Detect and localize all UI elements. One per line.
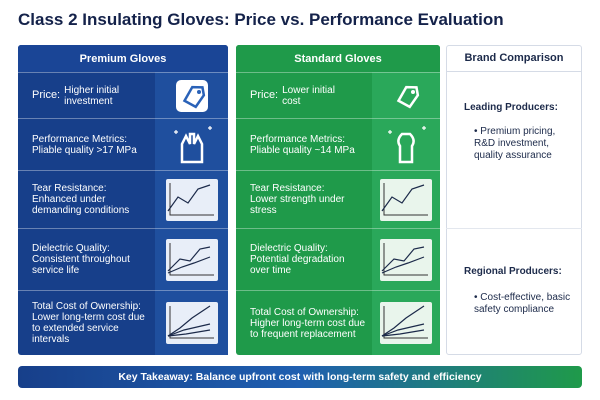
row-text: Pliable quality >17 MPa (32, 144, 137, 156)
icon-part (381, 255, 425, 274)
icon-part (397, 132, 415, 163)
row-text: Dielectric Quality: Consistent throughout… (18, 228, 155, 290)
row-label: Tear Resistance: (32, 183, 107, 194)
icon-part (167, 183, 210, 211)
icon-part (167, 323, 210, 337)
row-text: Enhanced under demanding conditions (32, 194, 130, 216)
row-text: Consistent throughout service life (32, 254, 130, 276)
icon-part (169, 306, 214, 339)
icon-area (155, 170, 228, 228)
icon-area (372, 228, 440, 290)
icon-part (381, 305, 425, 337)
icon-area (372, 290, 440, 355)
icon-part (169, 242, 214, 275)
row-text: Higher initial investment (64, 84, 120, 107)
bullet-text: Cost-effective, basic safety compliance (474, 292, 571, 315)
row-text: Higher long-term cost due to frequent re… (250, 317, 366, 340)
column-header: Premium Gloves (18, 45, 228, 72)
icon-area (155, 72, 228, 118)
icon-part (380, 302, 432, 344)
icon (396, 85, 420, 108)
icon (165, 178, 218, 221)
icon-part (180, 132, 203, 163)
icon-part (381, 245, 425, 271)
icon-part (169, 182, 214, 215)
icon (165, 238, 218, 281)
icon-part (167, 245, 210, 271)
row-text: Lower strength under stress (250, 194, 345, 216)
icon (175, 79, 208, 112)
icon-part (165, 238, 218, 281)
icon-area (155, 118, 228, 170)
row-text: Performance Metrics: Pliable quality >17 … (18, 118, 155, 170)
column-header: Standard Gloves (236, 45, 440, 72)
takeaway-label: Key Takeaway: (118, 371, 193, 383)
row-text: Tear Resistance: Lower strength under str… (236, 170, 372, 228)
icon-part (380, 238, 432, 281)
title: Class 2 Insulating Gloves: Price vs. Per… (18, 10, 504, 29)
row-label: Dielectric Quality: (250, 243, 328, 254)
row-text: Lower initial cost (282, 84, 335, 107)
icon-part (388, 125, 426, 134)
icon-part (380, 178, 432, 221)
icon-part (196, 89, 201, 94)
icon-area (372, 170, 440, 228)
row-text: Tear Resistance: Enhanced under demanding… (18, 170, 155, 228)
group-title: Regional Producers: (464, 266, 562, 277)
row-text: Price: Higher initial investment (18, 72, 155, 118)
icon-part (411, 89, 415, 94)
row-label: Performance Metrics: (250, 133, 346, 145)
icon-part (173, 125, 212, 134)
icon-area (155, 290, 228, 355)
brand-panel (446, 45, 582, 355)
row-text: Price: Lower initial cost (236, 72, 372, 118)
icon-part (381, 183, 425, 211)
row-label: Total Cost of Ownership: (250, 306, 359, 318)
icon-area (372, 72, 440, 118)
icon-part (167, 305, 210, 337)
icon (173, 125, 212, 163)
group-bullet: • Premium pricing, R&D investment, quali… (474, 126, 556, 161)
icon (380, 238, 432, 281)
icon-part (165, 178, 218, 221)
icon-part (381, 329, 425, 337)
row-text: Lower long-term cost due to extended ser… (32, 312, 145, 345)
row-text: Performance Metrics: Pliable quality ~14 … (236, 118, 372, 170)
takeaway-banner: Key Takeaway: Balance upfront cost with … (18, 366, 582, 388)
icon-area (155, 228, 228, 290)
icon-part (165, 302, 218, 344)
icon-part (381, 323, 425, 337)
icon-part (396, 85, 420, 108)
icon-area (372, 118, 440, 170)
icon-part (383, 182, 428, 215)
row-text: Potential degradation over time (250, 254, 345, 276)
bullet-text: Premium pricing, R&D investment, quality… (474, 126, 556, 161)
row-label: Dielectric Quality: (32, 243, 110, 254)
icon (165, 302, 218, 344)
row-label: Performance Metrics: (32, 133, 128, 145)
row-label: Price: (250, 89, 279, 101)
group-title: Leading Producers: (464, 102, 558, 113)
brand-header: Brand Comparison (446, 45, 582, 72)
icon-part (167, 329, 210, 337)
icon (380, 178, 432, 221)
icon-part (383, 242, 428, 275)
row-label: Price: (32, 89, 61, 101)
row-text: Pliable quality ~14 MPa (250, 144, 355, 156)
row-label: Total Cost of Ownership: (32, 301, 141, 312)
icon-part (383, 306, 428, 339)
takeaway-text: Balance upfront cost with long-term safe… (195, 371, 482, 383)
row-text: Total Cost of Ownership: Lower long-term … (18, 290, 155, 355)
icon-part (167, 255, 210, 274)
row-text: Dielectric Quality: Potential degradation… (236, 228, 372, 290)
row-text: Total Cost of Ownership: Higher long-term… (236, 290, 372, 355)
icon-part (182, 85, 205, 108)
row-label: Tear Resistance: (250, 183, 325, 194)
divider (446, 228, 582, 229)
icon (388, 125, 426, 163)
icon (380, 302, 432, 344)
group-bullet: • Cost-effective, basic safety complianc… (474, 292, 571, 315)
